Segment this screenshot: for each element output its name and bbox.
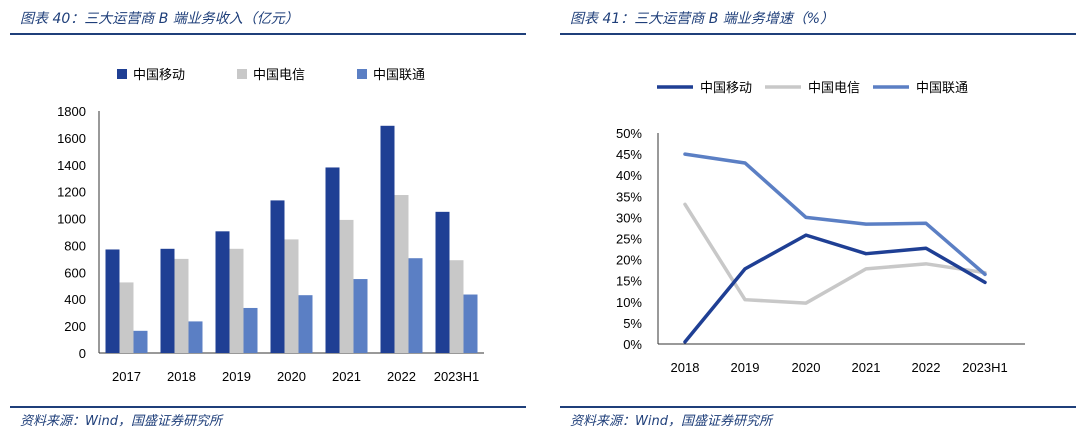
bar [284, 239, 299, 353]
bar [215, 231, 230, 353]
y-tick-label: 1400 [57, 158, 86, 173]
right-source-divider [560, 406, 1076, 408]
y-tick-label: 400 [64, 292, 86, 307]
bar [119, 282, 134, 353]
legend-label: 中国联通 [373, 68, 425, 83]
x-tick-label: 2019 [222, 369, 251, 384]
bar [105, 249, 120, 353]
legend-swatch [357, 69, 367, 79]
x-tick-label: 2017 [112, 369, 141, 384]
y-tick-label: 50% [616, 126, 642, 141]
legend-label: 中国移动 [133, 68, 185, 83]
x-tick-label: 2022 [387, 369, 416, 384]
bar [270, 200, 285, 353]
bar [353, 279, 368, 353]
y-tick-label: 600 [64, 265, 86, 280]
left-source-note: 资料来源：Wind，国盛证券研究所 [20, 414, 222, 429]
bar [160, 248, 175, 353]
x-tick-label: 2018 [167, 369, 196, 384]
y-tick-label: 1000 [57, 212, 86, 227]
bar [243, 307, 258, 353]
bar [298, 295, 313, 353]
legend-label: 中国移动 [700, 81, 752, 96]
left-source-divider [10, 406, 526, 408]
x-tick-label: 2023H1 [434, 369, 480, 384]
left-chart-panel: 图表 40：三大运营商 B 端业务收入（亿元） 中国移动 中国电信 中国联通 0 200… [0, 0, 530, 437]
bar [380, 125, 395, 354]
y-tick-label: 25% [616, 232, 642, 247]
right-chart-title: 图表 41：三大运营商 B 端业务增速（%） [570, 11, 835, 27]
legend-label: 中国电信 [808, 81, 860, 96]
x-tick-label: 2021 [852, 360, 881, 375]
right-line-chart: 中国移动 中国电信 中国联通 0% 5% 10% 15% 20% 25% 30% 35% 40% 45%… [616, 81, 1025, 375]
legend-swatch [237, 69, 247, 79]
legend-label: 中国电信 [253, 68, 305, 83]
series-line [683, 233, 987, 344]
y-tick-label: 1200 [57, 185, 86, 200]
x-tick-label: 2022 [912, 360, 941, 375]
x-tick-label: 2021 [332, 369, 361, 384]
right-chart-panel: 图表 41：三大运营商 B 端业务增速（%） 中国移动 中国电信 中国联通 0% 5% 1… [550, 0, 1080, 437]
bar [408, 258, 423, 353]
y-tick-label: 35% [616, 189, 642, 204]
left-bar-chart: 中国移动 中国电信 中国联通 0 200 400 600 800 1000 1200 1400 160… [57, 68, 484, 384]
bar [188, 321, 203, 353]
x-tick-label: 2023H1 [962, 360, 1008, 375]
right-source-note: 资料来源：Wind，国盛证券研究所 [570, 414, 772, 429]
bar [339, 219, 354, 353]
bar [463, 294, 478, 353]
legend-label: 中国联通 [916, 81, 968, 96]
bar [435, 211, 450, 353]
left-chart-title: 图表 40：三大运营商 B 端业务收入（亿元） [20, 11, 299, 27]
bar [449, 260, 464, 353]
y-tick-label: 15% [616, 274, 642, 289]
x-tick-label: 2020 [277, 369, 306, 384]
bar [325, 167, 340, 353]
x-tick-label: 2018 [671, 360, 700, 375]
y-tick-label: 0% [623, 337, 642, 352]
right-title-divider [560, 33, 1076, 35]
y-tick-label: 0 [79, 346, 86, 361]
y-tick-label: 200 [64, 319, 86, 334]
y-tick-label: 1800 [57, 104, 86, 119]
bar [174, 258, 189, 353]
x-tick-label: 2020 [792, 360, 821, 375]
y-tick-label: 5% [623, 316, 642, 331]
y-tick-label: 20% [616, 253, 642, 268]
y-tick-label: 40% [616, 168, 642, 183]
x-tick-label: 2019 [731, 360, 760, 375]
bar [229, 248, 244, 353]
bar [133, 330, 148, 353]
y-tick-label: 45% [616, 147, 642, 162]
y-tick-label: 1600 [57, 131, 86, 146]
y-tick-label: 10% [616, 295, 642, 310]
legend-swatch [117, 69, 127, 79]
left-title-divider [10, 33, 526, 35]
y-tick-label: 800 [64, 238, 86, 253]
series-line [683, 152, 987, 277]
bar [394, 195, 409, 353]
y-tick-label: 30% [616, 210, 642, 225]
